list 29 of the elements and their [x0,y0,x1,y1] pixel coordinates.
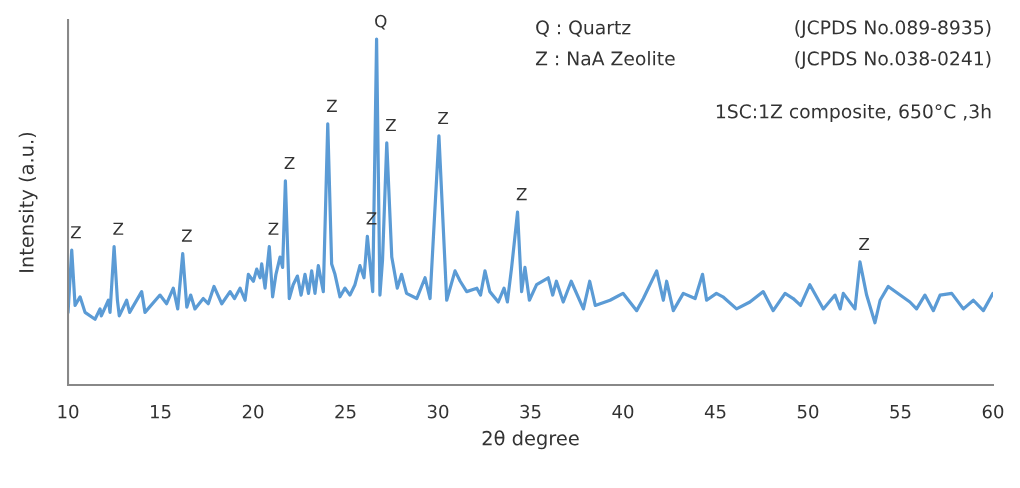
annotation: Z [70,226,81,239]
annotation: Z [326,99,337,113]
annotation: Z [284,156,295,170]
text: (JCPDS No.089-8935) [795,20,991,39]
annotation: 1SC:1Z composite, 650°C ,3h [716,103,991,123]
x-tick-label: 15 [151,405,171,419]
annotation: Z [516,188,527,201]
x-tick-label: 50 [797,404,819,419]
annotation: Z [859,237,870,251]
x-tick-label: 40 [612,404,634,419]
x-tick-label: 25 [335,404,356,419]
x-tick-label: 45 [704,405,726,419]
x-tick-label: 30 [427,404,449,419]
annotation: Z [385,118,396,132]
annotation: Z [113,222,124,235]
annotation: Z : NaA Zeolite [535,51,675,66]
x-tick-label: 60 [982,404,1004,419]
x-tick-label: 55 [890,405,911,419]
x-tick-label: 35 [520,404,541,419]
x-axis-title: 2θ degree [482,430,579,450]
x-tick-label: 10 [58,404,79,419]
annotation: Q [375,14,387,30]
annotation: Z [438,111,449,125]
x-tick-label: 20 [242,404,264,419]
annotation: (JCPDS No.038-0241) [795,51,991,70]
y-axis-title: Intensity (a.u.) [18,132,38,272]
text: Q : Quartz [536,20,631,37]
annotation: Z [181,229,192,242]
annotation: Z [268,222,279,235]
